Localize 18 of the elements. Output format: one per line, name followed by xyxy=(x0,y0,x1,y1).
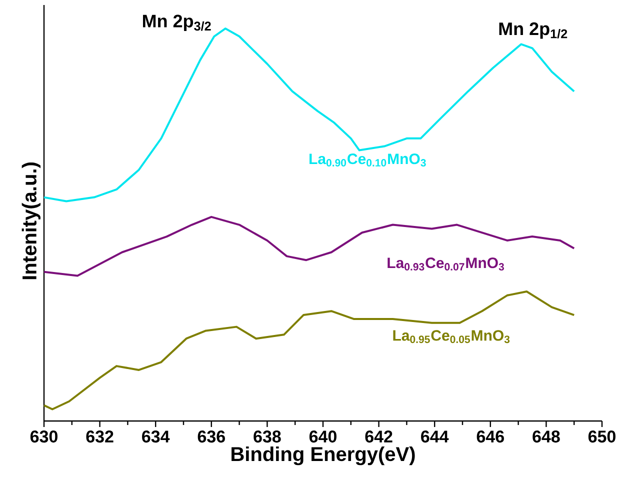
x-tick-label: 650 xyxy=(588,430,616,443)
x-tick-label: 630 xyxy=(30,430,58,443)
x-tick-label: 640 xyxy=(309,430,336,443)
annotation: Mn 2p$_{1/2}$ xyxy=(499,22,568,39)
x-axis-title: Binding Energy(eV) xyxy=(232,446,415,466)
series-label: La$_{0.90}$Ce$_{0.10}$MnO$_{3}$ xyxy=(310,154,426,167)
y-axis-title: Intenity(a.u.) xyxy=(22,162,40,280)
series-label: La$_{0.95}$Ce$_{0.05}$MnO$_{3}$ xyxy=(393,330,510,344)
x-tick-label: 636 xyxy=(198,430,225,443)
x-tick-label: 634 xyxy=(142,430,170,443)
x-tick-label: 638 xyxy=(254,430,281,443)
x-tick-label: 632 xyxy=(86,430,114,443)
annotation: Mn 2p$_{3/2}$ xyxy=(143,14,211,32)
x-tick-label: 644 xyxy=(421,430,449,443)
x-tick-label: 642 xyxy=(365,430,392,443)
x-tick-label: 648 xyxy=(532,430,560,443)
series-label: La$_{0.93}$Ce$_{0.07}$MnO$_{3}$ xyxy=(388,258,504,271)
x-tick-label: 646 xyxy=(476,430,504,443)
